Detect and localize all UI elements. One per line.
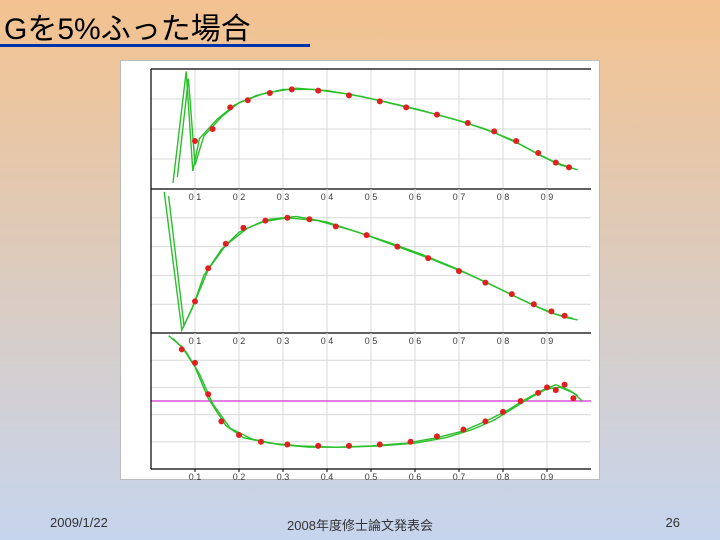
- slide: Gを5%ふった場合 0.10.20.30.40.50.60.70.80.90.1…: [0, 0, 720, 540]
- svg-text:0.4: 0.4: [321, 472, 334, 481]
- title-underline: [0, 44, 310, 47]
- svg-text:0.8: 0.8: [497, 472, 510, 481]
- svg-text:0.5: 0.5: [365, 472, 378, 481]
- svg-text:0.1: 0.1: [189, 472, 202, 481]
- footer-page: 26: [666, 515, 680, 530]
- footer-caption: 2008年度修士論文発表会: [287, 515, 433, 534]
- chart-svg: 0.10.20.30.40.50.60.70.80.90.10.20.30.40…: [121, 61, 601, 481]
- svg-text:0.6: 0.6: [409, 472, 422, 481]
- slide-footer: 2009/1/22 2008年度修士論文発表会 26: [0, 515, 720, 530]
- chart-container: 0.10.20.30.40.50.60.70.80.90.10.20.30.40…: [120, 60, 600, 480]
- svg-text:0.9: 0.9: [541, 472, 554, 481]
- svg-text:0.7: 0.7: [453, 472, 466, 481]
- footer-date: 2009/1/22: [50, 515, 108, 530]
- svg-text:0.3: 0.3: [277, 472, 290, 481]
- svg-text:0.2: 0.2: [233, 472, 246, 481]
